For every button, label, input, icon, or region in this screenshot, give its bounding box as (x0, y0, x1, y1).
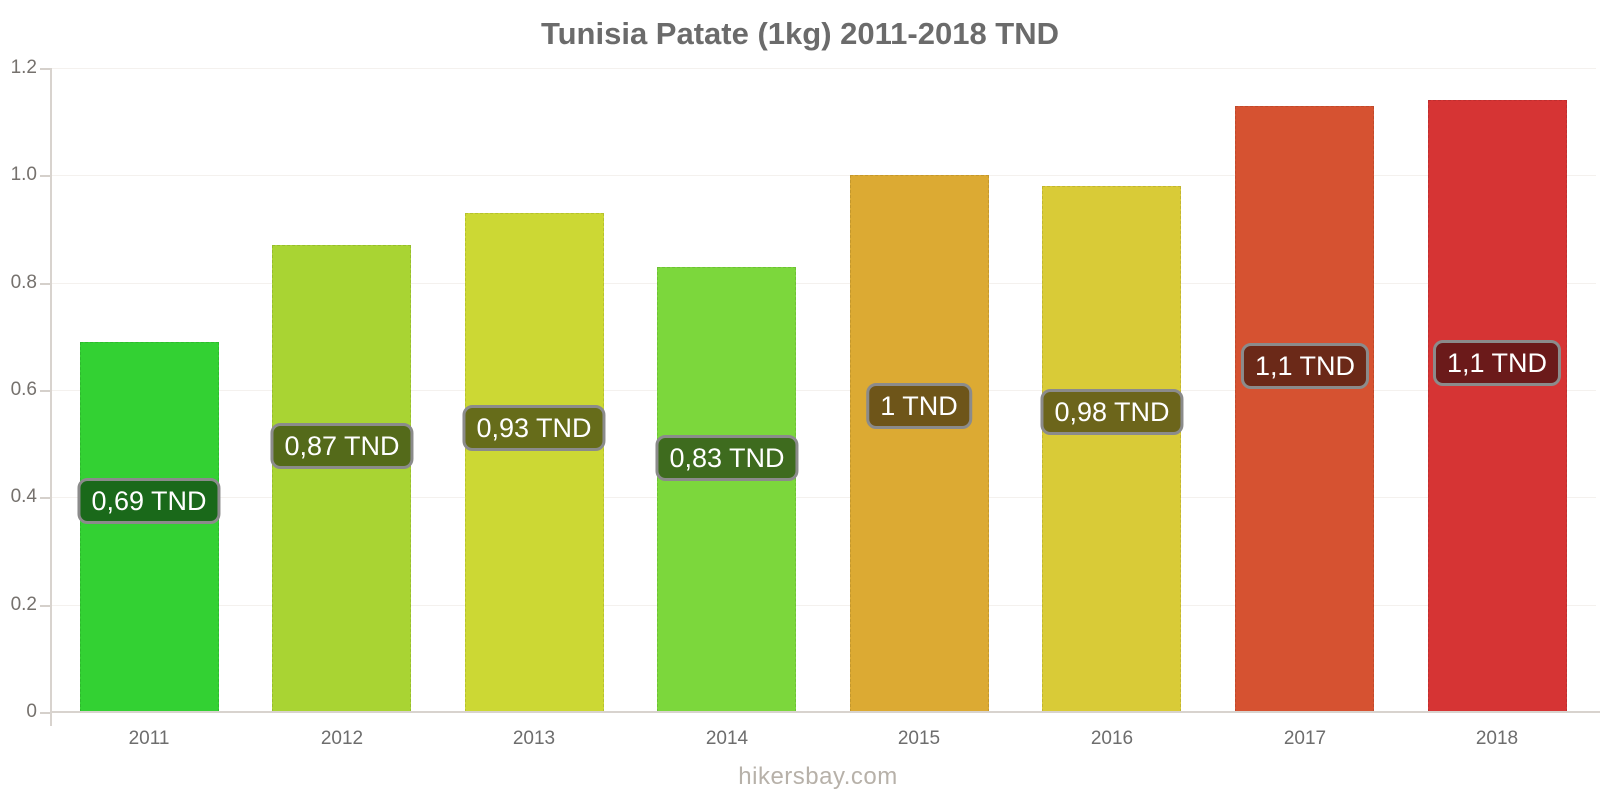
bar-value-label: 0,87 TND (270, 423, 414, 469)
y-tick-mark (40, 283, 51, 285)
gridline (51, 497, 1596, 498)
y-tick-label: 0.8 (10, 272, 37, 293)
y-tick-label: 0.6 (10, 379, 37, 400)
gridline (51, 605, 1596, 606)
bar-2017 (1235, 106, 1374, 712)
y-tick-label: 1.2 (10, 57, 37, 78)
bar-value-label: 0,69 TND (77, 478, 221, 524)
y-tick-mark (40, 175, 51, 177)
x-tick-label: 2018 (1475, 728, 1519, 749)
x-tick-label: 2014 (705, 728, 749, 749)
y-tick-label: 0.4 (10, 486, 37, 507)
y-tick-mark (40, 68, 51, 70)
y-tick-label: 1.0 (10, 164, 37, 185)
y-tick-label: 0.2 (10, 594, 37, 615)
y-tick-mark (40, 712, 51, 714)
bar-value-label: 0,83 TND (655, 435, 799, 481)
bar-2015 (850, 175, 989, 712)
watermark: hikersbay.com (738, 763, 898, 790)
x-tick-label: 2011 (128, 728, 170, 749)
y-tick-mark (40, 390, 51, 392)
bar-2012 (272, 245, 411, 712)
y-tick-mark (40, 497, 51, 499)
y-axis-line (50, 68, 52, 726)
bar-value-label: 1 TND (866, 383, 972, 429)
gridline (51, 283, 1596, 284)
y-tick-label: 0 (26, 701, 37, 722)
x-tick-label: 2012 (320, 728, 364, 749)
bar-value-label: 1,1 TND (1432, 340, 1562, 386)
bar-value-label: 0,98 TND (1040, 389, 1184, 435)
bar-value-label: 1,1 TND (1240, 343, 1370, 389)
x-tick-label: 2017 (1283, 728, 1327, 749)
x-tick-label: 2016 (1090, 728, 1134, 749)
bar-2011 (80, 342, 219, 712)
gridline (51, 390, 1596, 391)
bar-2013 (465, 213, 604, 712)
bar-value-label: 0,93 TND (462, 405, 606, 451)
bar-2016 (1042, 186, 1181, 712)
y-tick-mark (40, 605, 51, 607)
x-axis-line (50, 711, 1600, 713)
x-tick-label: 2015 (897, 728, 941, 749)
x-tick-label: 2013 (512, 728, 556, 749)
gridline (51, 175, 1596, 176)
gridline (51, 68, 1596, 69)
bar-2018 (1428, 100, 1567, 712)
bar-2014 (657, 267, 796, 712)
chart-title: Tunisia Patate (1kg) 2011-2018 TND (540, 16, 1060, 51)
